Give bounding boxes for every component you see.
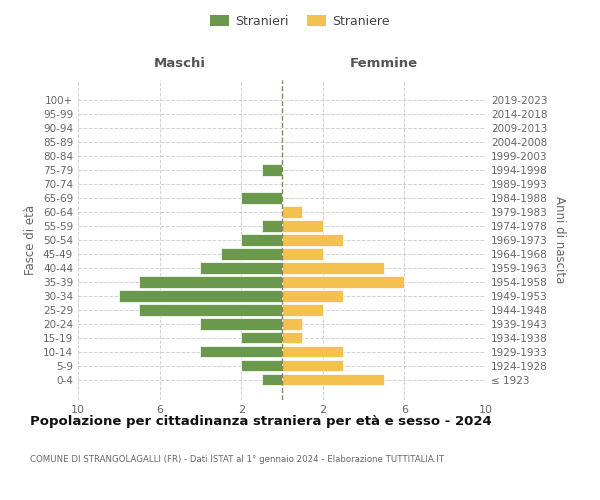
Legend: Stranieri, Straniere: Stranieri, Straniere: [206, 11, 394, 32]
Bar: [200, 346, 282, 358]
Bar: [282, 290, 343, 302]
Y-axis label: Anni di nascita: Anni di nascita: [553, 196, 566, 284]
Bar: [200, 262, 282, 274]
Bar: [282, 332, 302, 344]
Bar: [282, 206, 302, 218]
Bar: [282, 318, 302, 330]
Bar: [282, 346, 343, 358]
Bar: [241, 234, 282, 246]
Bar: [282, 276, 404, 287]
Bar: [221, 248, 282, 260]
Bar: [282, 360, 343, 372]
Bar: [241, 332, 282, 344]
Text: Maschi: Maschi: [154, 58, 206, 70]
Bar: [139, 304, 282, 316]
Bar: [262, 374, 282, 386]
Bar: [282, 304, 323, 316]
Text: Popolazione per cittadinanza straniera per età e sesso - 2024: Popolazione per cittadinanza straniera p…: [30, 415, 492, 428]
Bar: [262, 164, 282, 175]
Text: Femmine: Femmine: [350, 58, 418, 70]
Text: COMUNE DI STRANGOLAGALLI (FR) - Dati ISTAT al 1° gennaio 2024 - Elaborazione TUT: COMUNE DI STRANGOLAGALLI (FR) - Dati IST…: [30, 455, 444, 464]
Bar: [282, 234, 343, 246]
Y-axis label: Fasce di età: Fasce di età: [25, 205, 37, 275]
Bar: [241, 192, 282, 203]
Bar: [262, 220, 282, 232]
Bar: [200, 318, 282, 330]
Bar: [282, 262, 384, 274]
Bar: [119, 290, 282, 302]
Bar: [282, 220, 323, 232]
Bar: [241, 360, 282, 372]
Bar: [139, 276, 282, 287]
Bar: [282, 248, 323, 260]
Bar: [282, 374, 384, 386]
